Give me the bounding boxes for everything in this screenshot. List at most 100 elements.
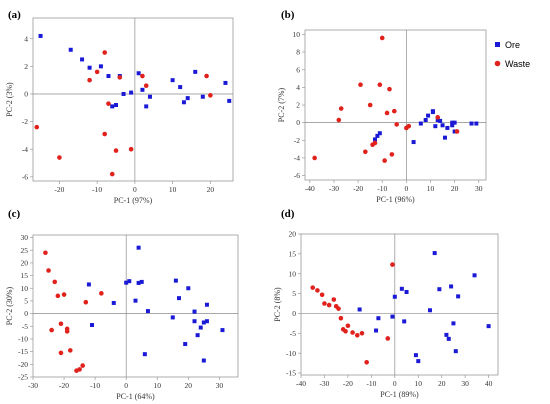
- data-point-waste: [354, 332, 360, 338]
- data-point-ore: [223, 80, 228, 85]
- data-point-ore: [178, 85, 183, 90]
- data-point-ore: [98, 64, 103, 69]
- x-tick-label: 30: [461, 379, 469, 388]
- x-tick-label: 0: [404, 184, 408, 193]
- legend-marker-waste: [494, 60, 501, 67]
- data-point-ore: [114, 103, 119, 108]
- data-point-waste: [310, 285, 316, 290]
- data-point-ore: [432, 251, 437, 256]
- data-point-waste: [331, 297, 337, 302]
- y-tick-label: 0: [24, 90, 28, 99]
- y-tick-label: 0: [292, 309, 296, 318]
- data-point-ore: [452, 129, 457, 134]
- data-point-ore: [392, 294, 397, 299]
- data-point-waste: [61, 292, 67, 297]
- data-point-ore: [136, 71, 141, 76]
- y-tick-label: 2: [296, 101, 300, 110]
- data-point-waste: [350, 330, 355, 335]
- y-tick-label: -15: [18, 347, 28, 356]
- data-point-waste: [406, 123, 412, 129]
- data-point-waste: [128, 146, 134, 152]
- y-axis-title: PC-2 (7%): [277, 87, 286, 122]
- data-point-ore: [453, 349, 458, 354]
- data-point-ore: [433, 124, 438, 129]
- y-tick-label: 30: [21, 233, 29, 242]
- x-tick-label: -40: [296, 379, 306, 388]
- x-tick-label: -10: [366, 379, 376, 388]
- data-point-ore: [486, 324, 491, 329]
- data-point-ore: [129, 90, 134, 95]
- data-point-ore: [442, 135, 447, 140]
- data-point-ore: [452, 120, 457, 125]
- data-point-ore: [402, 319, 407, 324]
- data-point-ore: [404, 289, 409, 294]
- data-point-ore: [427, 308, 432, 313]
- data-point-waste: [394, 122, 400, 127]
- data-point-waste: [384, 110, 390, 116]
- data-point-ore: [456, 294, 461, 299]
- x-axis-title: PC-1 (96%): [376, 195, 415, 204]
- data-point-waste: [143, 83, 149, 88]
- data-point-ore: [111, 300, 116, 305]
- y-tick-label: 25: [21, 246, 29, 255]
- data-point-waste: [338, 106, 344, 111]
- data-point-waste: [358, 82, 363, 88]
- y-tick-label: 5: [292, 289, 296, 298]
- data-point-waste: [326, 302, 332, 308]
- y-tick-label: -6: [22, 172, 28, 181]
- data-point-waste: [315, 288, 320, 293]
- y-tick-label: 5: [24, 297, 28, 306]
- y-tick-label: -4: [22, 145, 28, 154]
- y-tick-label: -6: [294, 171, 300, 180]
- data-point-waste: [385, 336, 391, 341]
- data-point-ore: [220, 328, 225, 333]
- data-point-ore: [390, 314, 395, 319]
- data-point-ore: [176, 296, 181, 301]
- y-tick-label: 15: [289, 249, 297, 258]
- y-tick-label: 15: [21, 271, 29, 280]
- y-axis-title: PC-2 (30%): [5, 286, 14, 325]
- data-point-ore: [200, 94, 205, 99]
- data-point-ore: [201, 320, 206, 325]
- data-point-ore: [438, 118, 443, 123]
- data-point-ore: [449, 284, 454, 289]
- x-tick-label: 30: [475, 184, 483, 193]
- data-point-waste: [345, 323, 351, 329]
- y-tick-label: 0: [296, 118, 300, 127]
- data-point-ore: [68, 47, 73, 52]
- data-point-waste: [43, 250, 48, 256]
- x-tick-label: -20: [59, 381, 69, 390]
- panel-label-b: (b): [281, 9, 295, 21]
- data-point-waste: [106, 101, 111, 106]
- data-point-waste: [319, 292, 325, 298]
- x-tick-label: -30: [28, 381, 38, 390]
- y-tick-label: -4: [294, 154, 300, 163]
- data-point-ore: [445, 125, 450, 130]
- y-tick-label: -20: [18, 360, 28, 369]
- data-point-ore: [181, 100, 186, 105]
- panel-c: (c) -30 -20 -10 0 10 20 30 30 25 20 15 10 5 0 -5 -10 -15 -…: [5, 208, 239, 401]
- data-point-ore: [90, 323, 95, 328]
- y-tick-label: 20: [289, 230, 297, 239]
- data-point-ore: [193, 69, 198, 74]
- data-point-ore: [472, 273, 477, 278]
- panel-label-a: (a): [8, 9, 21, 21]
- y-tick-label: -10: [286, 349, 296, 358]
- data-point-waste: [338, 315, 344, 321]
- data-point-ore: [451, 321, 456, 326]
- data-point-waste: [58, 321, 64, 327]
- data-point-ore: [86, 282, 91, 287]
- data-point-ore: [170, 78, 175, 83]
- data-point-ore: [204, 319, 209, 324]
- data-point-ore: [106, 74, 111, 79]
- data-point-ore: [185, 96, 190, 101]
- data-point-ore: [121, 91, 126, 96]
- y-tick-label: 6: [296, 65, 300, 74]
- data-point-ore: [435, 118, 440, 122]
- x-tick-label: -30: [329, 184, 339, 193]
- data-point-waste: [55, 293, 61, 299]
- y-tick-label: 4: [24, 34, 28, 43]
- data-point-ore: [183, 342, 188, 347]
- data-point-ore: [227, 98, 232, 103]
- data-point-ore: [413, 353, 418, 358]
